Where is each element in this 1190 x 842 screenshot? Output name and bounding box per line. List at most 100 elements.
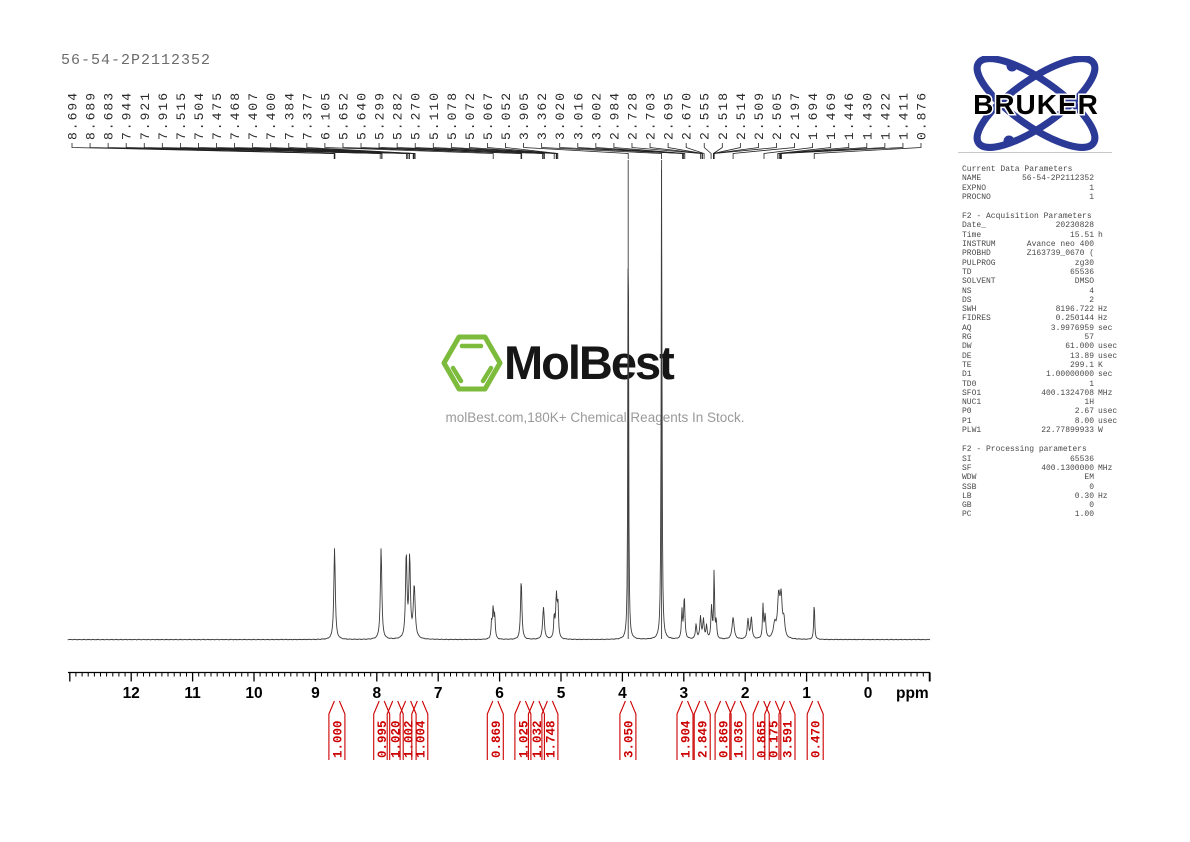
parameter-value: 0.30	[1074, 491, 1094, 501]
peak-label: 2.518	[716, 91, 731, 140]
peak-label-connector	[396, 143, 545, 159]
parameter-name: P0	[962, 407, 972, 417]
parameter-unit	[1094, 473, 1126, 482]
peak-label: 7.377	[300, 91, 315, 140]
peak-label-connector	[270, 143, 415, 159]
integral-bracket-right	[763, 700, 770, 760]
parameter-row: P0 2.67 usec	[962, 407, 1126, 416]
parameter-unit	[1094, 510, 1126, 519]
parameter-value: DMSO	[1074, 277, 1094, 287]
parameter-row: D1 1.00000000 sec	[962, 370, 1126, 379]
peak-label-connector	[779, 143, 868, 159]
peak-label: 1.446	[842, 91, 857, 140]
parameter-value: 1.00000000	[1045, 370, 1094, 380]
parameter-name: P1	[962, 416, 972, 426]
parameter-name: NS	[962, 286, 972, 296]
peak-label-connector	[713, 143, 723, 159]
parameter-row: NS 4	[962, 287, 1126, 296]
parameter-row: PC 1.00	[962, 510, 1126, 519]
peak-label-connector	[360, 143, 523, 159]
parameter-row: SWH 8196.722 Hz	[962, 305, 1126, 314]
peak-label: 1.430	[860, 91, 875, 140]
integral-value: 0.869	[490, 720, 504, 758]
parameter-name: Date_	[962, 221, 987, 231]
integral-bracket-right	[686, 700, 694, 760]
peak-label: 3.362	[535, 91, 550, 140]
parameter-row: SOLVENT DMSO	[962, 277, 1126, 286]
peak-label-connector	[432, 143, 555, 159]
parameter-unit	[1094, 259, 1126, 268]
peak-label-connector	[703, 143, 712, 159]
parameter-unit	[1094, 221, 1126, 230]
peak-label: 3.016	[571, 91, 586, 140]
peak-label: 2.984	[607, 91, 622, 140]
parameter-row: GB 0	[962, 501, 1126, 510]
parameter-value: 1.00	[1074, 510, 1094, 520]
integral-bracket-left	[764, 700, 771, 760]
parameter-unit: usec	[1098, 342, 1118, 352]
parameter-name: GB	[962, 501, 972, 511]
sample-name: 56-54-2P2112352	[61, 52, 212, 69]
parameter-name: DW	[962, 342, 972, 352]
axis-tick-label: 2	[741, 685, 750, 702]
parameter-row: TD 65536	[962, 268, 1126, 277]
parameter-section: Current Data Parameters NAME 56-54-2P21123…	[962, 165, 1126, 202]
bruker-logo: BRUKER	[972, 56, 1099, 151]
peak-label-connector	[541, 143, 662, 159]
parameter-row: SF 400.1300000 MHz	[962, 464, 1126, 473]
integral-bracket-left	[328, 700, 335, 760]
parameter-unit	[1094, 455, 1126, 464]
parameter-name: TD0	[962, 379, 977, 389]
peak-label-connector	[631, 143, 701, 159]
integral-bracket-right	[704, 700, 711, 760]
parameter-unit	[1094, 380, 1126, 389]
peak-label-connector	[107, 143, 336, 159]
parameter-value: 22.77899933	[1041, 426, 1094, 436]
parameter-row: PLW1 22.77899933 W	[962, 426, 1126, 435]
peak-label-connector	[649, 143, 703, 159]
peak-label: 2.197	[788, 91, 803, 140]
integral-value: 1.002	[403, 720, 417, 758]
integral-bracket-right	[397, 700, 404, 760]
axis-tick-label: 12	[123, 685, 140, 702]
axis-tick-label: 3	[679, 685, 688, 702]
parameter-value: EM	[1084, 473, 1094, 483]
parameter-name: WDW	[962, 473, 977, 483]
peak-label: 2.728	[625, 91, 640, 140]
integral-value: 0.869	[718, 720, 732, 758]
integral-bracket-left	[693, 700, 701, 760]
parameter-unit: W	[1098, 426, 1103, 436]
peak-label: 5.652	[336, 91, 351, 140]
peak-label: 7.384	[282, 91, 297, 140]
parameter-value: 1H	[1084, 398, 1094, 408]
peak-label-connector	[505, 143, 559, 159]
parameter-row: EXPNO 1	[962, 184, 1126, 193]
peak-label: 1.694	[806, 91, 821, 140]
parameter-value: zg30	[1074, 258, 1094, 268]
molbest-watermark: MolBest molBest.com,180K+ Chemical Reage…	[440, 330, 760, 425]
parameter-row: NAME 56-54-2P2112352	[962, 174, 1126, 183]
acquisition-parameters-panel: Current Data Parameters NAME 56-54-2P21123…	[962, 165, 1126, 530]
parameter-name: LB	[962, 491, 972, 501]
integral-bracket-right	[774, 700, 782, 760]
integral-bracket-right	[383, 700, 391, 760]
integral-bracket-left	[729, 700, 736, 760]
peak-label-connector	[288, 143, 416, 159]
parameter-name: PROCNO	[962, 192, 991, 202]
parameter-row: INSTRUM Avance neo 400	[962, 240, 1126, 249]
peak-label: 3.002	[589, 91, 604, 140]
parameter-unit	[1094, 268, 1126, 277]
parameter-row: WDW EM	[962, 473, 1126, 482]
integral-bracket-left	[411, 700, 418, 760]
peak-label: 3.020	[553, 91, 568, 140]
peak-label-connector	[595, 143, 685, 159]
molbest-logo: MolBest	[440, 330, 760, 396]
parameter-name: PROBHD	[962, 249, 991, 259]
integral-bracket-right	[817, 700, 824, 760]
parameter-name: SWH	[962, 305, 977, 315]
parameter-section-header: Current Data Parameters	[962, 165, 1073, 174]
peak-label-connector	[667, 143, 703, 159]
parameter-unit	[1094, 287, 1126, 296]
integral-bracket-left	[752, 700, 760, 760]
